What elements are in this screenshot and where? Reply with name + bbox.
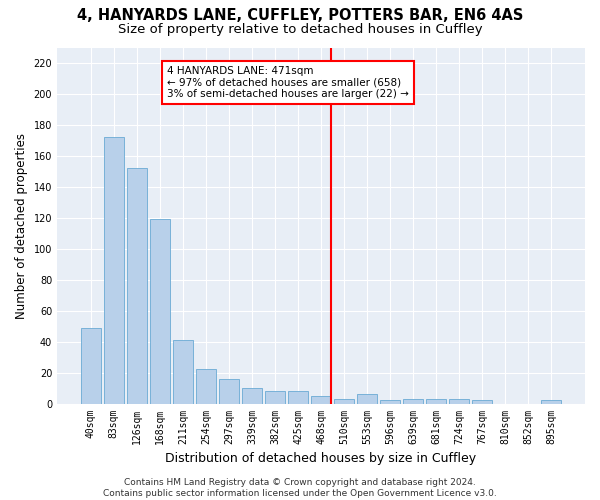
- Text: Size of property relative to detached houses in Cuffley: Size of property relative to detached ho…: [118, 22, 482, 36]
- Bar: [288, 391, 308, 404]
- Bar: [403, 399, 423, 404]
- Bar: [104, 138, 124, 404]
- Bar: [472, 400, 492, 404]
- Bar: [196, 370, 216, 404]
- X-axis label: Distribution of detached houses by size in Cuffley: Distribution of detached houses by size …: [166, 452, 476, 465]
- Bar: [150, 220, 170, 404]
- Bar: [541, 400, 561, 404]
- Text: 4 HANYARDS LANE: 471sqm
← 97% of detached houses are smaller (658)
3% of semi-de: 4 HANYARDS LANE: 471sqm ← 97% of detache…: [167, 66, 409, 100]
- Bar: [81, 328, 101, 404]
- Bar: [127, 168, 146, 404]
- Bar: [219, 379, 239, 404]
- Bar: [449, 399, 469, 404]
- Y-axis label: Number of detached properties: Number of detached properties: [15, 132, 28, 318]
- Bar: [380, 400, 400, 404]
- Bar: [311, 396, 331, 404]
- Bar: [427, 399, 446, 404]
- Bar: [173, 340, 193, 404]
- Text: Contains HM Land Registry data © Crown copyright and database right 2024.
Contai: Contains HM Land Registry data © Crown c…: [103, 478, 497, 498]
- Text: 4, HANYARDS LANE, CUFFLEY, POTTERS BAR, EN6 4AS: 4, HANYARDS LANE, CUFFLEY, POTTERS BAR, …: [77, 8, 523, 22]
- Bar: [357, 394, 377, 404]
- Bar: [265, 391, 285, 404]
- Bar: [242, 388, 262, 404]
- Bar: [334, 399, 354, 404]
